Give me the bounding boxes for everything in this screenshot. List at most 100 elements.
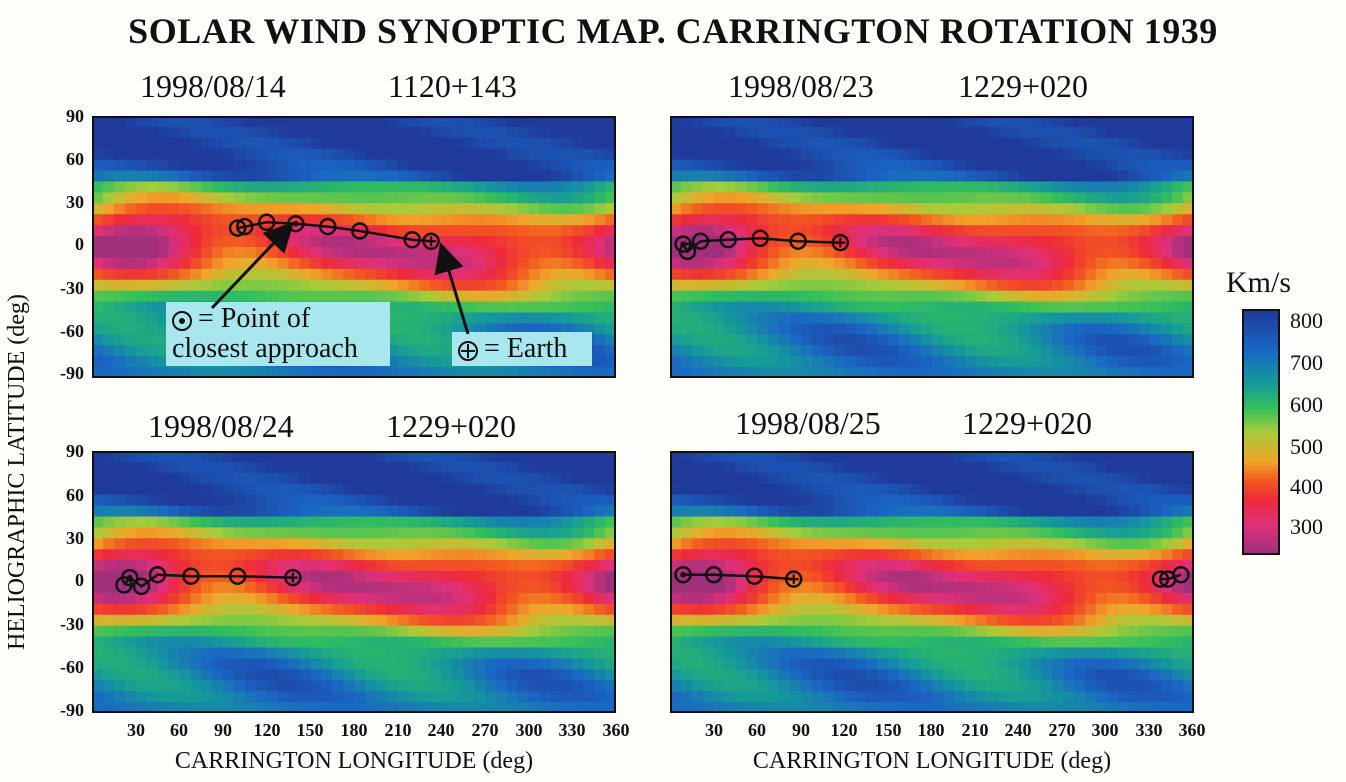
speed-cell	[397, 247, 410, 259]
speed-cell	[550, 451, 563, 463]
speed-cell	[157, 323, 170, 335]
speed-cell	[1041, 636, 1053, 649]
speed-cell	[888, 148, 900, 161]
speed-cell	[594, 658, 606, 670]
speed-cell	[844, 345, 857, 357]
speed-cell	[386, 669, 399, 681]
speed-cell	[997, 658, 1010, 670]
speed-cell	[419, 603, 432, 616]
speed-cell	[1161, 148, 1173, 161]
speed-cell	[1128, 268, 1141, 281]
speed-cell	[746, 312, 758, 325]
speed-cell	[474, 367, 486, 378]
speed-cell	[572, 279, 584, 292]
speed-cell	[321, 516, 333, 529]
speed-cell	[179, 494, 191, 507]
speed-cell	[1183, 236, 1194, 248]
speed-cell	[746, 301, 758, 314]
speed-cell	[572, 247, 584, 259]
speed-cell	[1106, 549, 1119, 561]
speed-cell	[343, 126, 355, 139]
speed-cell	[899, 461, 911, 474]
speed-cell	[168, 203, 180, 215]
speed-cell	[833, 345, 846, 357]
speed-cell	[364, 691, 377, 703]
speed-cell	[343, 494, 355, 507]
speed-cell	[102, 461, 115, 474]
speed-cell	[441, 527, 453, 539]
speed-cell	[310, 658, 322, 670]
speed-cell	[102, 582, 115, 594]
speed-cell	[811, 290, 824, 303]
speed-cell	[899, 647, 911, 660]
speed-cell	[1063, 614, 1075, 627]
speed-cell	[986, 159, 999, 172]
speed-cell	[506, 451, 519, 463]
speed-cell	[866, 181, 879, 194]
speed-cell	[921, 126, 933, 139]
speed-cell	[1106, 225, 1119, 237]
speed-cell	[354, 451, 366, 463]
speed-cell	[92, 527, 104, 539]
speed-cell	[430, 137, 442, 150]
speed-cell	[844, 203, 857, 215]
x-tick: 300	[515, 720, 543, 740]
speed-cell	[811, 247, 824, 259]
speed-cell	[452, 658, 464, 670]
speed-cell	[168, 472, 180, 485]
speed-cell	[735, 148, 748, 161]
speed-cell	[997, 472, 1010, 485]
speed-cell	[92, 571, 104, 583]
speed-cell	[223, 527, 235, 539]
speed-cell	[343, 170, 355, 183]
speed-cell	[113, 592, 126, 605]
speed-cell	[877, 658, 889, 670]
speed-cell	[1095, 203, 1108, 215]
speed-cell	[397, 203, 410, 215]
speed-cell	[997, 647, 1010, 660]
speed-cell	[680, 560, 693, 572]
speed-cell	[801, 181, 813, 194]
speed-cell	[964, 290, 977, 303]
speed-cell	[332, 225, 344, 237]
speed-cell	[888, 214, 900, 226]
speed-cell	[146, 137, 159, 150]
speed-cell	[430, 159, 442, 172]
speed-cell	[713, 461, 726, 474]
speed-cell	[179, 203, 191, 215]
speed-cell	[386, 527, 399, 539]
speed-cell	[724, 592, 737, 605]
speed-cell	[528, 116, 541, 128]
speed-cell	[822, 214, 835, 226]
panel-3-code: 1229+020	[386, 408, 517, 444]
speed-cell	[822, 472, 835, 485]
speed-cell	[953, 126, 966, 139]
speed-cell	[921, 658, 933, 670]
speed-cell	[790, 170, 802, 183]
speed-cell	[997, 268, 1010, 281]
speed-cell	[397, 669, 410, 681]
speed-cell	[997, 170, 1010, 183]
speed-cell	[768, 472, 780, 485]
speed-cell	[1084, 691, 1097, 703]
speed-cell	[146, 516, 159, 529]
speed-cell	[964, 312, 977, 325]
speed-cell	[866, 225, 879, 237]
speed-cell	[1161, 680, 1173, 692]
speed-cell	[244, 268, 257, 281]
x-tick: 360	[602, 720, 630, 740]
speed-cell	[691, 647, 704, 660]
speed-cell	[1095, 516, 1108, 529]
speed-cell	[266, 181, 279, 194]
speed-cell	[288, 592, 301, 605]
speed-cell	[910, 538, 922, 550]
speed-cell	[594, 592, 606, 605]
speed-cell	[1183, 203, 1194, 215]
speed-cell	[713, 614, 726, 627]
speed-cell	[975, 279, 988, 292]
speed-cell	[1030, 170, 1042, 183]
speed-cell	[419, 345, 432, 357]
speed-cell	[779, 625, 791, 638]
speed-cell	[517, 483, 530, 496]
speed-cell	[844, 669, 857, 681]
